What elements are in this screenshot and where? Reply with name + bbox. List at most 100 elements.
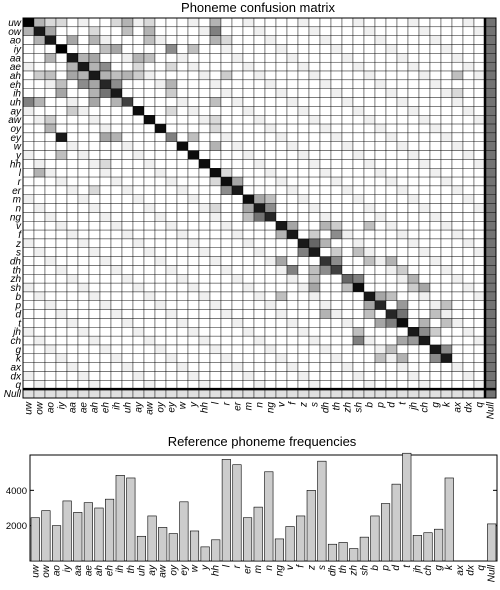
matrix-cell-t-f bbox=[286, 318, 299, 328]
matrix-cell-aw-w bbox=[176, 115, 189, 125]
matrix-cell-th-ey bbox=[165, 265, 178, 275]
matrix-cell-ow-dh bbox=[319, 26, 332, 36]
matrix-cell-ao-sh bbox=[352, 35, 365, 45]
matrix-cell-uh-y bbox=[187, 97, 200, 107]
matrix-cell-eh-eh bbox=[99, 79, 112, 89]
matrix-cell-l-ey bbox=[165, 168, 178, 178]
matrix-cell-ao-z bbox=[297, 35, 310, 45]
matrix-cell-er-zh bbox=[341, 185, 354, 195]
matrix-cell-w-ng bbox=[264, 141, 277, 151]
matrix-cell-l-ch bbox=[418, 168, 431, 178]
matrix-cell-ao-aa bbox=[66, 35, 79, 45]
matrix-cell-th-eh bbox=[99, 265, 112, 275]
matrix-cell-ah-q bbox=[473, 70, 486, 81]
matrix-cell-hh-m bbox=[242, 159, 255, 169]
matrix-cell-ay-b bbox=[363, 106, 376, 116]
matrix-cell-zh-dx bbox=[462, 274, 475, 284]
matrix-cell-uw-uh bbox=[121, 17, 134, 28]
matrix-cell-d-y bbox=[187, 309, 200, 319]
matrix-cell-l-aa bbox=[66, 168, 79, 178]
matrix-cell-dh-ah bbox=[88, 256, 101, 266]
row-label-Null: Null bbox=[4, 389, 22, 400]
matrix-cell-ch-t bbox=[396, 335, 409, 346]
bar-ey bbox=[179, 501, 189, 562]
matrix-cell-th-dx bbox=[462, 265, 475, 275]
matrix-cell-Null-k bbox=[440, 388, 453, 399]
matrix-cell-sh-r bbox=[220, 282, 233, 293]
bar-ch bbox=[423, 532, 433, 562]
matrix-cell-p-p bbox=[374, 300, 387, 310]
matrix-cell-t-sh bbox=[352, 318, 365, 328]
matrix-cell-t-l bbox=[209, 318, 222, 328]
matrix-cell-dh-dh bbox=[319, 256, 332, 266]
matrix-cell-ow-ah bbox=[88, 26, 101, 36]
matrix-cell-dh-dx bbox=[462, 256, 475, 266]
matrix-cell-oy-ih bbox=[110, 123, 123, 134]
matrix-cell-uh-er bbox=[231, 97, 244, 107]
matrix-cell-oy-ay bbox=[132, 123, 145, 134]
matrix-cell-iy-er bbox=[231, 44, 244, 54]
matrix-cell-p-s bbox=[308, 300, 321, 310]
matrix-cell-y-aa bbox=[66, 150, 79, 160]
matrix-cell-oy-aa bbox=[66, 123, 79, 134]
matrix-cell-r-n bbox=[253, 176, 266, 187]
matrix-cell-ah-t bbox=[396, 70, 409, 81]
matrix-cell-Null-aa bbox=[66, 388, 79, 399]
matrix-cell-Null-dx bbox=[462, 388, 475, 399]
bar-aw bbox=[158, 527, 168, 562]
matrix-cell-z-eh bbox=[99, 238, 112, 248]
matrix-cell-ax-s bbox=[308, 362, 321, 372]
matrix-cell-k-l bbox=[209, 353, 222, 363]
matrix-cell-ae-t bbox=[396, 61, 409, 72]
matrix-cell-jh-s bbox=[308, 327, 321, 337]
matrix-cell-ch-z bbox=[297, 335, 310, 346]
matrix-cell-sh-eh bbox=[99, 282, 112, 293]
matrix-cell-ae-jh bbox=[407, 61, 420, 72]
matrix-cell-t-ng bbox=[264, 318, 277, 328]
matrix-cell-ah-ae bbox=[77, 70, 90, 81]
matrix-cell-uh-aa bbox=[66, 97, 79, 107]
matrix-cell-zh-jh bbox=[407, 274, 420, 284]
matrix-cell-aw-d bbox=[385, 115, 398, 125]
matrix-cell-g-g bbox=[429, 344, 442, 355]
matrix-cell-uh-iy bbox=[55, 97, 68, 107]
x-tick-label-g: g bbox=[434, 565, 445, 571]
matrix-cell-b-w bbox=[176, 291, 189, 301]
matrix-cell-hh-dx bbox=[462, 159, 475, 169]
matrix-cell-zh-uh bbox=[121, 274, 134, 284]
matrix-cell-ay-ng bbox=[264, 106, 277, 116]
row-label-hh: hh bbox=[10, 159, 22, 170]
matrix-cell-z-ay bbox=[132, 238, 145, 248]
matrix-cell-k-uh bbox=[121, 353, 134, 363]
matrix-cell-q-t bbox=[396, 380, 409, 390]
matrix-cell-er-ih bbox=[110, 185, 123, 195]
matrix-cell-f-z bbox=[297, 229, 310, 240]
matrix-cell-oy-hh bbox=[198, 123, 211, 134]
matrix-cell-s-ng bbox=[264, 247, 277, 257]
matrix-cell-y-Null bbox=[484, 150, 497, 160]
matrix-cell-er-ch bbox=[418, 185, 431, 195]
matrix-cell-v-q bbox=[473, 221, 486, 231]
matrix-cell-iy-q bbox=[473, 44, 486, 54]
matrix-cell-sh-q bbox=[473, 282, 486, 293]
matrix-cell-v-g bbox=[429, 221, 442, 231]
matrix-cell-ey-l bbox=[209, 132, 222, 142]
matrix-cell-g-ae bbox=[77, 344, 90, 355]
matrix-cell-oy-er bbox=[231, 123, 244, 134]
matrix-cell-iy-t bbox=[396, 44, 409, 54]
matrix-cell-w-f bbox=[286, 141, 299, 151]
matrix-cell-f-th bbox=[330, 229, 343, 240]
matrix-cell-er-hh bbox=[198, 185, 211, 195]
matrix-cell-oy-ax bbox=[451, 123, 464, 134]
matrix-cell-dh-iy bbox=[55, 256, 68, 266]
matrix-cell-aa-ao bbox=[44, 53, 57, 63]
matrix-cell-sh-ih bbox=[110, 282, 123, 293]
matrix-cell-w-m bbox=[242, 141, 255, 151]
matrix-cell-n-t bbox=[396, 203, 409, 213]
matrix-cell-ow-ey bbox=[165, 26, 178, 36]
bar-ih bbox=[115, 475, 125, 562]
matrix-cell-w-t bbox=[396, 141, 409, 151]
matrix-cell-zh-z bbox=[297, 274, 310, 284]
matrix-cell-s-y bbox=[187, 247, 200, 257]
matrix-cell-ao-ow bbox=[33, 35, 46, 45]
